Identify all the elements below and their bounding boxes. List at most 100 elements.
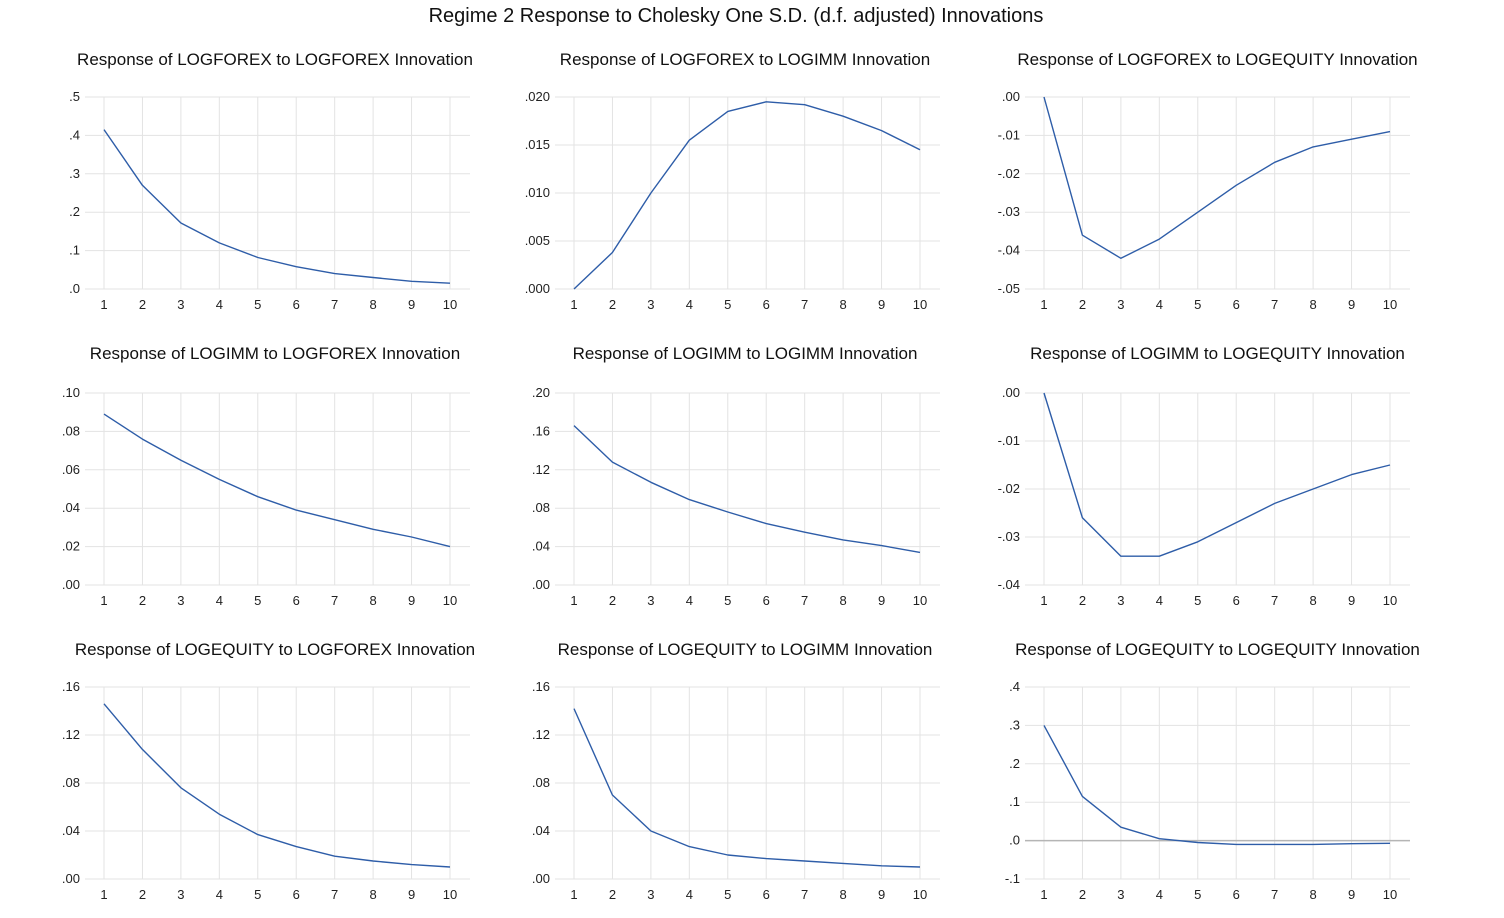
y-tick-label: -.04: [998, 577, 1020, 592]
panel-title-6: Response of LOGIMM to LOGEQUITY Innovati…: [1030, 344, 1405, 363]
x-tick-label: 6: [293, 887, 300, 902]
data-point: [180, 787, 182, 789]
x-tick-label: 2: [139, 297, 146, 312]
panel-title-2: Response of LOGFOREX to LOGIMM Innovatio…: [559, 50, 931, 69]
y-tick-label: .00: [1002, 385, 1020, 400]
x-tick-label: 3: [177, 297, 184, 312]
y-tick-label: .08: [532, 775, 550, 790]
data-point: [1312, 488, 1314, 490]
data-point: [1043, 392, 1045, 394]
data-point: [295, 266, 297, 268]
data-point: [333, 519, 335, 521]
response-line: [103, 129, 451, 284]
panel-title-1: Response of LOGFOREX to LOGFOREX Innovat…: [77, 50, 473, 69]
data-point: [1235, 521, 1237, 523]
x-tick-label: 6: [1233, 593, 1240, 608]
data-point: [803, 860, 805, 862]
y-tick-label: .16: [532, 679, 550, 694]
x-tick-label: 7: [331, 593, 338, 608]
y-tick-label: -.02: [998, 166, 1020, 181]
x-tick-label: 6: [1233, 887, 1240, 902]
y-tick-label: .0: [1009, 833, 1020, 848]
y-tick-label: .10: [62, 385, 80, 400]
data-point: [765, 522, 767, 524]
x-tick-label: 9: [878, 297, 885, 312]
y-tick-label: -.1: [1005, 871, 1020, 886]
x-tick-label: 7: [801, 593, 808, 608]
data-point: [573, 424, 575, 426]
data-point: [573, 707, 575, 709]
x-tick-label: 1: [1040, 593, 1047, 608]
panel-title-8: Response of LOGEQUITY to LOGIMM Innovati…: [557, 640, 933, 659]
x-tick-label: 3: [1117, 297, 1124, 312]
x-tick-label: 4: [1156, 297, 1163, 312]
data-point: [449, 545, 451, 547]
data-point: [1389, 130, 1391, 132]
y-tick-label: .08: [62, 775, 80, 790]
x-tick-label: 9: [1348, 297, 1355, 312]
data-point: [919, 551, 921, 553]
x-tick-label: 7: [331, 887, 338, 902]
data-point: [449, 866, 451, 868]
x-tick-label: 2: [1079, 887, 1086, 902]
data-point: [611, 794, 613, 796]
x-tick-label: 10: [913, 593, 927, 608]
x-tick-label: 5: [1194, 887, 1201, 902]
x-tick-label: 5: [724, 593, 731, 608]
data-point: [880, 129, 882, 131]
data-point: [410, 863, 412, 865]
x-tick-label: 2: [139, 887, 146, 902]
y-tick-label: .00: [532, 871, 550, 886]
response-line: [573, 425, 921, 554]
panel-4: .00 .02 .04 .06 .08 .10 1 2 3 4 5 6 7 8 9 10: [62, 385, 470, 608]
data-point: [1273, 843, 1275, 845]
panel-title-4: Response of LOGIMM to LOGFOREX Innovatio…: [89, 344, 461, 363]
x-tick-label: 9: [408, 593, 415, 608]
data-point: [1158, 238, 1160, 240]
data-point: [1081, 517, 1083, 519]
data-point: [1120, 555, 1122, 557]
data-point: [141, 748, 143, 750]
x-tick-label: 1: [100, 887, 107, 902]
y-tick-label: .20: [532, 385, 550, 400]
y-tick-label: .000: [525, 281, 550, 296]
data-point: [688, 139, 690, 141]
data-point: [180, 459, 182, 461]
data-point: [257, 833, 259, 835]
data-point: [333, 272, 335, 274]
x-tick-label: 1: [570, 887, 577, 902]
data-point: [257, 256, 259, 258]
data-point: [1389, 464, 1391, 466]
x-tick-label: 2: [1079, 593, 1086, 608]
data-point: [1273, 161, 1275, 163]
y-tick-label: .00: [1002, 89, 1020, 104]
response-line: [1043, 96, 1391, 259]
data-point: [650, 481, 652, 483]
data-point: [218, 478, 220, 480]
x-tick-label: 10: [443, 593, 457, 608]
data-point: [1235, 184, 1237, 186]
panel-title-9: Response of LOGEQUITY to LOGEQUITY Innov…: [1015, 640, 1420, 659]
y-tick-label: .16: [62, 679, 80, 694]
y-tick-label: .0: [69, 281, 80, 296]
data-point: [1197, 841, 1199, 843]
x-tick-label: 4: [686, 297, 693, 312]
x-tick-label: 9: [1348, 593, 1355, 608]
x-tick-label: 6: [1233, 297, 1240, 312]
data-point: [765, 101, 767, 103]
data-point: [295, 509, 297, 511]
x-tick-label: 5: [254, 593, 261, 608]
x-tick-label: 7: [1271, 297, 1278, 312]
data-point: [1350, 473, 1352, 475]
panel-9: -.1 .0 .1 .2 .3 .4 1 2 3 4 5 6 7 8 9 10: [1005, 679, 1410, 902]
x-tick-label: 4: [1156, 887, 1163, 902]
x-tick-label: 9: [878, 593, 885, 608]
data-point: [842, 115, 844, 117]
data-point: [449, 282, 451, 284]
data-point: [1197, 211, 1199, 213]
data-point: [1350, 842, 1352, 844]
x-tick-label: 8: [1309, 593, 1316, 608]
x-tick-label: 3: [1117, 593, 1124, 608]
data-point: [410, 280, 412, 282]
